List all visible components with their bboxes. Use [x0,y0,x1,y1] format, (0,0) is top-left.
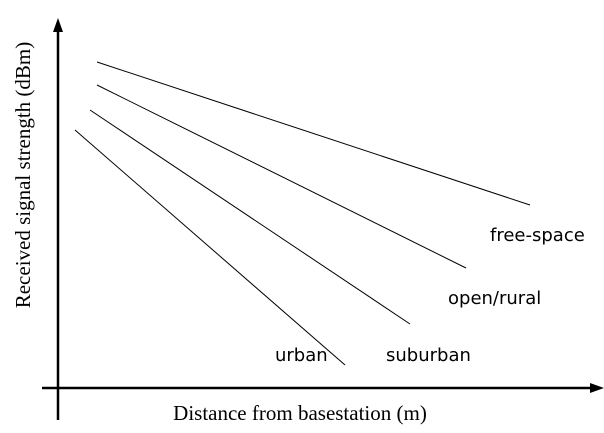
line-suburban [89,109,411,325]
x-axis-arrow [590,383,604,393]
line-label: free-space [490,225,585,246]
line-urban [74,129,346,366]
line-label: urban [275,345,328,366]
y-axis-label: Received signal strength (dBm) [11,42,35,309]
line-free-space [96,61,531,206]
y-axis-arrow [53,18,63,32]
line-label: open/rural [448,288,541,309]
x-axis-label: Distance from basestation (m) [173,401,427,425]
line-label: suburban [386,345,471,366]
line-open-rural [96,84,467,269]
